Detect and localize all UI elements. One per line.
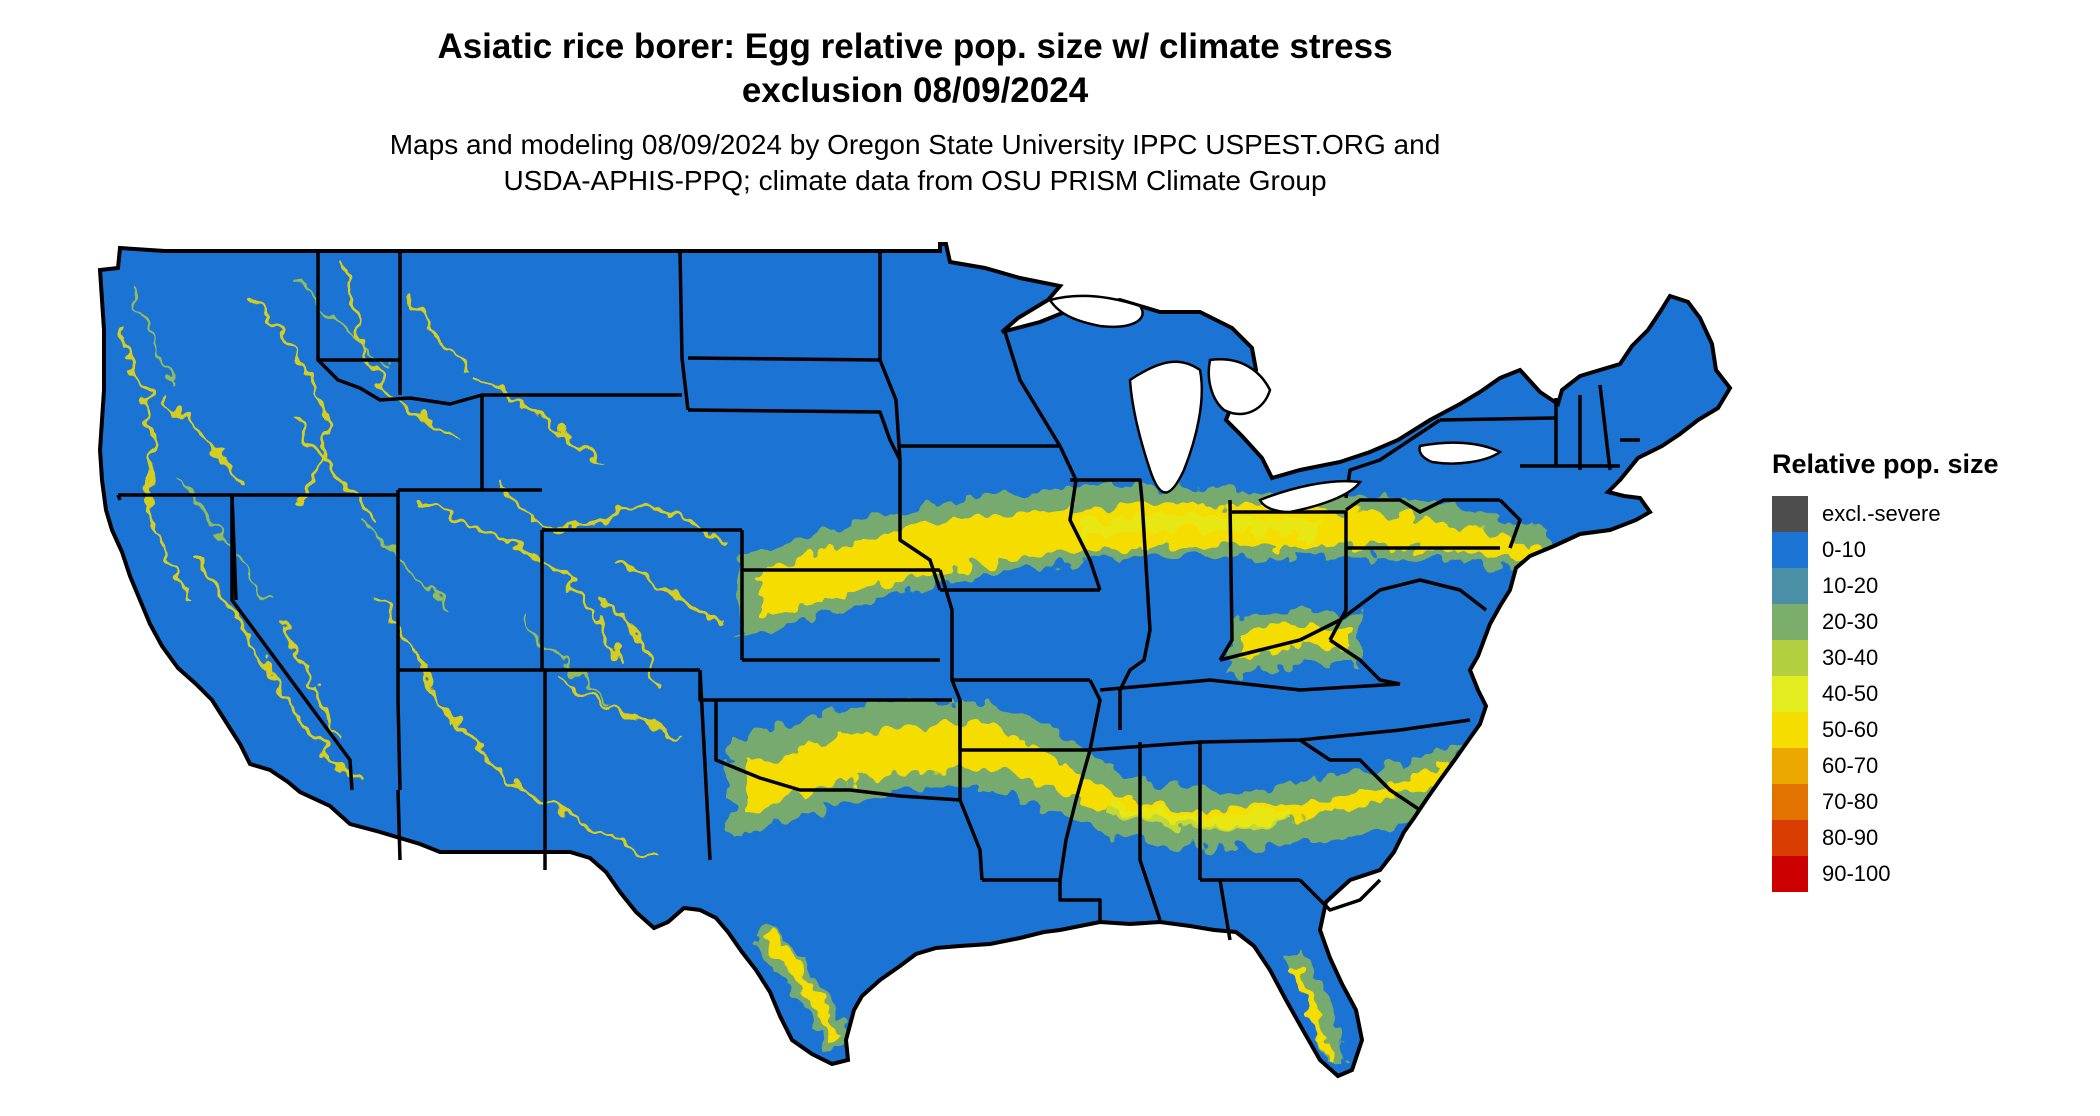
- legend-item: 0-10: [1772, 532, 2092, 568]
- population-bands: [118, 258, 1560, 1062]
- legend-label: 50-60: [1822, 717, 1879, 742]
- legend-item: 10-20: [1772, 568, 2092, 604]
- legend-label: 70-80: [1822, 789, 1879, 814]
- legend-swatch: [1772, 532, 1808, 568]
- legend-item: 70-80: [1772, 784, 2092, 820]
- us-population-map: [98, 242, 1732, 1078]
- map-title-line-2: exclusion 08/09/2024: [741, 71, 1089, 110]
- legend-swatch: [1772, 496, 1808, 532]
- legend-swatch: [1772, 676, 1808, 712]
- legend-swatch: [1772, 748, 1808, 784]
- legend-label: 90-100: [1822, 861, 1891, 886]
- legend-item: 30-40: [1772, 640, 2092, 676]
- legend-item: 40-50: [1772, 676, 2092, 712]
- legend-label: excl.-severe: [1822, 501, 1941, 526]
- map-subtitle-line-1: Maps and modeling 08/09/2024 by Oregon S…: [389, 129, 1441, 160]
- legend-label: 40-50: [1822, 681, 1879, 706]
- legend-item: 60-70: [1772, 748, 2092, 784]
- legend-label: 20-30: [1822, 609, 1879, 634]
- legend-swatch: [1772, 568, 1808, 604]
- legend-label: 80-90: [1822, 825, 1879, 850]
- legend-swatch: [1772, 604, 1808, 640]
- legend-swatch: [1772, 784, 1808, 820]
- legend-swatch: [1772, 856, 1808, 892]
- legend-item: 50-60: [1772, 712, 2092, 748]
- legend-item: 20-30: [1772, 604, 2092, 640]
- map-legend: Relative pop. size excl.-severe 0-10 10-20…: [1772, 446, 2092, 892]
- legend-item: 90-100: [1772, 856, 2092, 892]
- legend-title: Relative pop. size: [1772, 449, 1999, 479]
- state-borders: [116, 250, 1640, 941]
- legend-item: excl.-severe: [1772, 496, 2092, 532]
- legend-swatch: [1772, 640, 1808, 676]
- legend-swatch: [1772, 820, 1808, 856]
- legend-item: 80-90: [1772, 820, 2092, 856]
- legend-label: 60-70: [1822, 753, 1879, 778]
- legend-label: 30-40: [1822, 645, 1879, 670]
- legend-label: 0-10: [1822, 537, 1867, 562]
- map-subtitle-line-2: USDA-APHIS-PPQ; climate data from OSU PR…: [503, 165, 1327, 196]
- legend-swatch: [1772, 712, 1808, 748]
- legend-label: 10-20: [1822, 573, 1879, 598]
- map-title-line-1: Asiatic rice borer: Egg relative pop. si…: [437, 27, 1393, 66]
- great-lakes: [1048, 294, 1503, 514]
